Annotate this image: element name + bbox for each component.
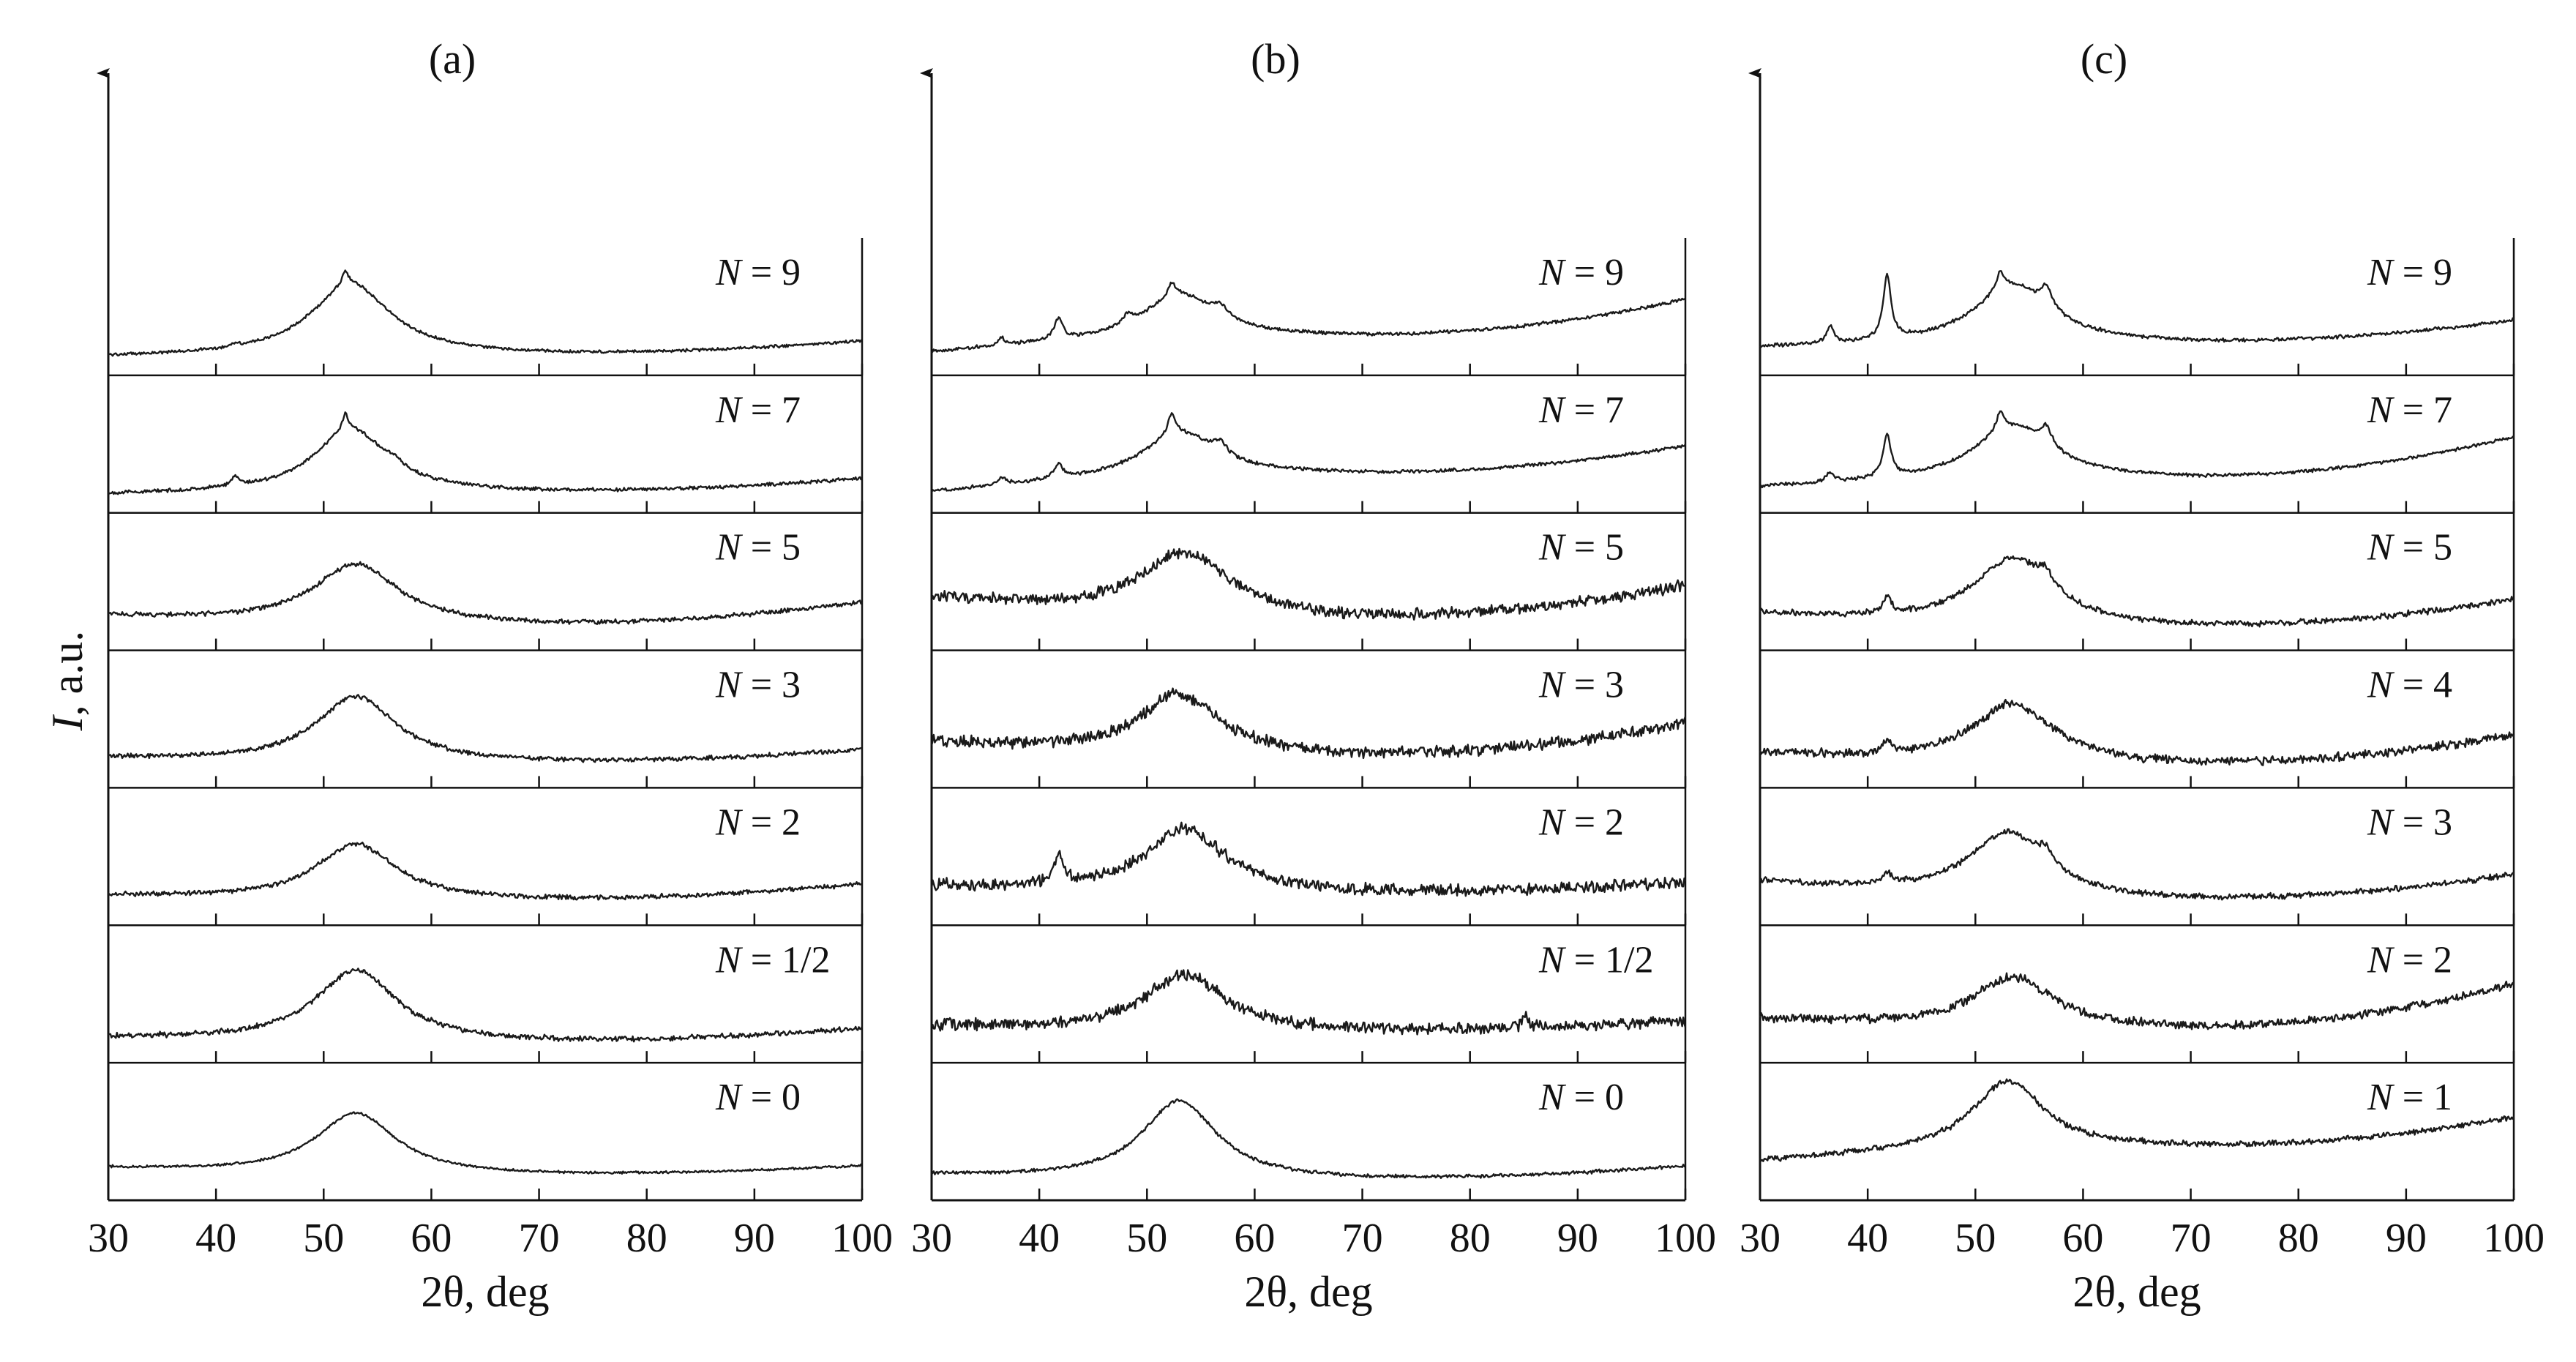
xrd-trace xyxy=(1759,828,2515,901)
x-tick-label: 80 xyxy=(626,1216,667,1261)
series-label: N = 4 xyxy=(2367,665,2452,706)
series-label: N = 7 xyxy=(1538,389,1624,431)
x-axis-title: 2θ, deg xyxy=(1244,1268,1372,1316)
xrd-trace xyxy=(1759,410,2515,489)
series-label: N = 3 xyxy=(715,665,801,706)
x-tick-label: 90 xyxy=(2386,1216,2427,1261)
xrd-trace xyxy=(108,694,863,763)
series-label: N = 0 xyxy=(1538,1077,1624,1118)
panel-title: (c) xyxy=(2081,35,2127,83)
xrd-trace xyxy=(1759,270,2515,348)
x-tick-label: 30 xyxy=(911,1216,952,1261)
xrd-trace xyxy=(930,412,1686,493)
y-axis-title: I, a.u. xyxy=(43,631,91,732)
xrd-trace xyxy=(1759,698,2515,766)
panel-title: (b) xyxy=(1251,35,1300,83)
series-label: N = 5 xyxy=(2367,527,2452,569)
panel-title: (a) xyxy=(429,35,476,83)
x-tick-label: 40 xyxy=(1847,1216,1888,1261)
series-label: N = 2 xyxy=(1538,801,1624,843)
y-axis-title-symbol: I xyxy=(43,714,91,731)
series-label: N = 3 xyxy=(2367,801,2452,843)
series-label: N = 9 xyxy=(715,252,801,293)
panel-b: (b) 30 40 50 60 70 80 90 100 2θ, deg N = 9 N = 7 N =… xyxy=(911,35,1716,1316)
xrd-trace xyxy=(108,968,864,1043)
x-tick-label: 30 xyxy=(88,1216,129,1261)
x-tick-label: 60 xyxy=(411,1216,452,1261)
x-axis-title: 2θ, deg xyxy=(2073,1268,2201,1316)
x-tick-label: 30 xyxy=(1740,1216,1781,1261)
x-tick-label: 40 xyxy=(1019,1216,1060,1261)
x-tick-label: 70 xyxy=(1342,1216,1383,1261)
x-tick-label: 80 xyxy=(2278,1216,2319,1261)
series-label: N = 1 xyxy=(2367,1077,2452,1118)
x-axis-title: 2θ, deg xyxy=(421,1268,549,1316)
series-label: N = 2 xyxy=(715,801,801,843)
series-label: N = 3 xyxy=(1538,665,1624,706)
series-label: N = 7 xyxy=(715,389,801,431)
series-label: N = 1/2 xyxy=(1538,939,1653,981)
x-tick-label: 60 xyxy=(2062,1216,2103,1261)
xrd-trace xyxy=(930,969,1687,1036)
series-label: N = 0 xyxy=(715,1077,801,1118)
series-label: N = 7 xyxy=(2367,389,2452,431)
y-axis-title-unit: , a.u. xyxy=(43,631,91,716)
x-tick-label: 70 xyxy=(519,1216,560,1261)
xrd-trace xyxy=(108,1111,863,1175)
series-label: N = 2 xyxy=(2367,939,2452,981)
x-tick-label: 50 xyxy=(303,1216,344,1261)
xrd-trace xyxy=(1759,555,2515,628)
x-tick-label: 70 xyxy=(2171,1216,2212,1261)
x-tick-label: 90 xyxy=(1557,1216,1598,1261)
x-tick-label: 100 xyxy=(831,1216,893,1261)
x-tick-label: 50 xyxy=(1126,1216,1167,1261)
xrd-trace xyxy=(931,1098,1686,1179)
x-tick-label: 100 xyxy=(1655,1216,1716,1261)
xrd-trace xyxy=(1759,1078,2515,1162)
xrd-trace xyxy=(930,687,1687,760)
panel-a: (a) 30 40 50 60 70 80 90 100 2θ, deg N = 9 N = 7 N =… xyxy=(88,35,893,1316)
xrd-trace xyxy=(108,411,863,495)
x-tick-label: 50 xyxy=(1955,1216,1996,1261)
x-tick-label: 40 xyxy=(195,1216,236,1261)
panels-group: (a) 30 40 50 60 70 80 90 100 2θ, deg N = 9 N = 7 N =… xyxy=(88,35,2545,1316)
series-label: N = 5 xyxy=(715,527,801,569)
xrd-trace xyxy=(108,269,863,357)
series-label: N = 1/2 xyxy=(715,939,830,981)
panel-c: (c) 30 40 50 60 70 80 90 100 2θ, deg N = 9 N = 7 N =… xyxy=(1740,35,2545,1316)
xrd-trace xyxy=(108,561,863,625)
series-label: N = 5 xyxy=(1538,527,1624,569)
xrd-trace xyxy=(931,281,1686,354)
x-tick-label: 100 xyxy=(2483,1216,2545,1261)
x-tick-label: 60 xyxy=(1234,1216,1275,1261)
xrd-trace xyxy=(107,841,863,901)
xrd-trace xyxy=(930,547,1686,621)
xrd-trace xyxy=(1759,972,2515,1030)
series-label: N = 9 xyxy=(1538,252,1624,293)
x-tick-label: 80 xyxy=(1450,1216,1491,1261)
xrd-trace xyxy=(930,821,1687,897)
x-tick-label: 90 xyxy=(734,1216,775,1261)
series-label: N = 9 xyxy=(2367,252,2452,293)
